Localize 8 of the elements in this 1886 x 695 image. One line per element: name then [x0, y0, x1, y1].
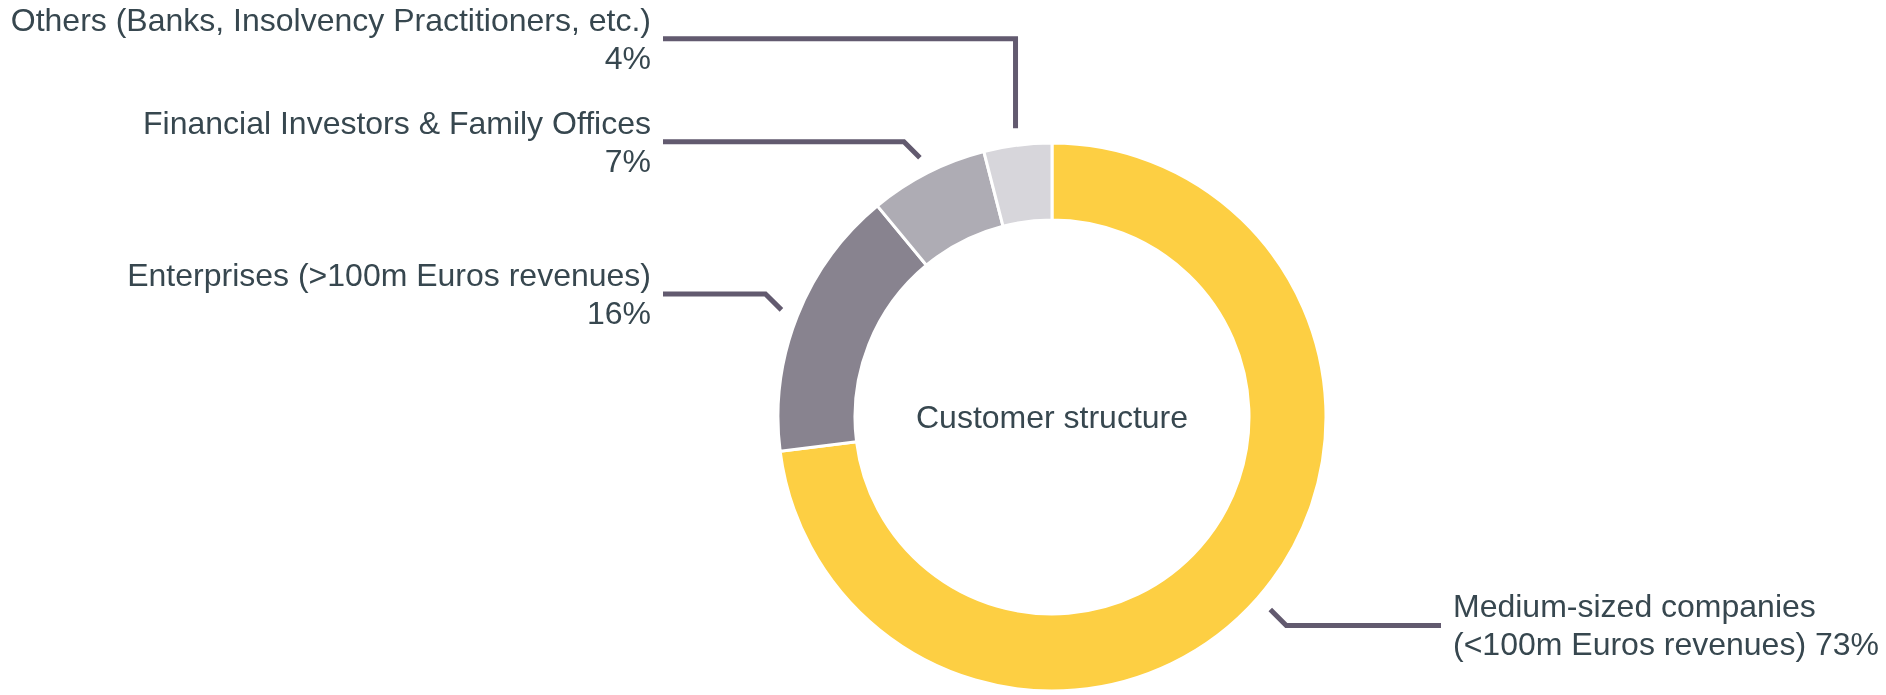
slice-label: Financial Investors & Family Offices: [142, 104, 651, 141]
data-label: 7%: [604, 142, 651, 179]
data-label: 4%: [604, 39, 651, 76]
slice-label: Medium-sized companies (<100m Euros revenues) 73%: [1453, 588, 1879, 663]
slice-label: Enterprises (>100m Euros revenues): [127, 256, 651, 293]
slice-label: Others (Banks, Insolvency Practitioners, etc.): [10, 1, 651, 38]
data-label: 16%: [586, 294, 651, 331]
text: Customer structure: [915, 399, 1189, 435]
